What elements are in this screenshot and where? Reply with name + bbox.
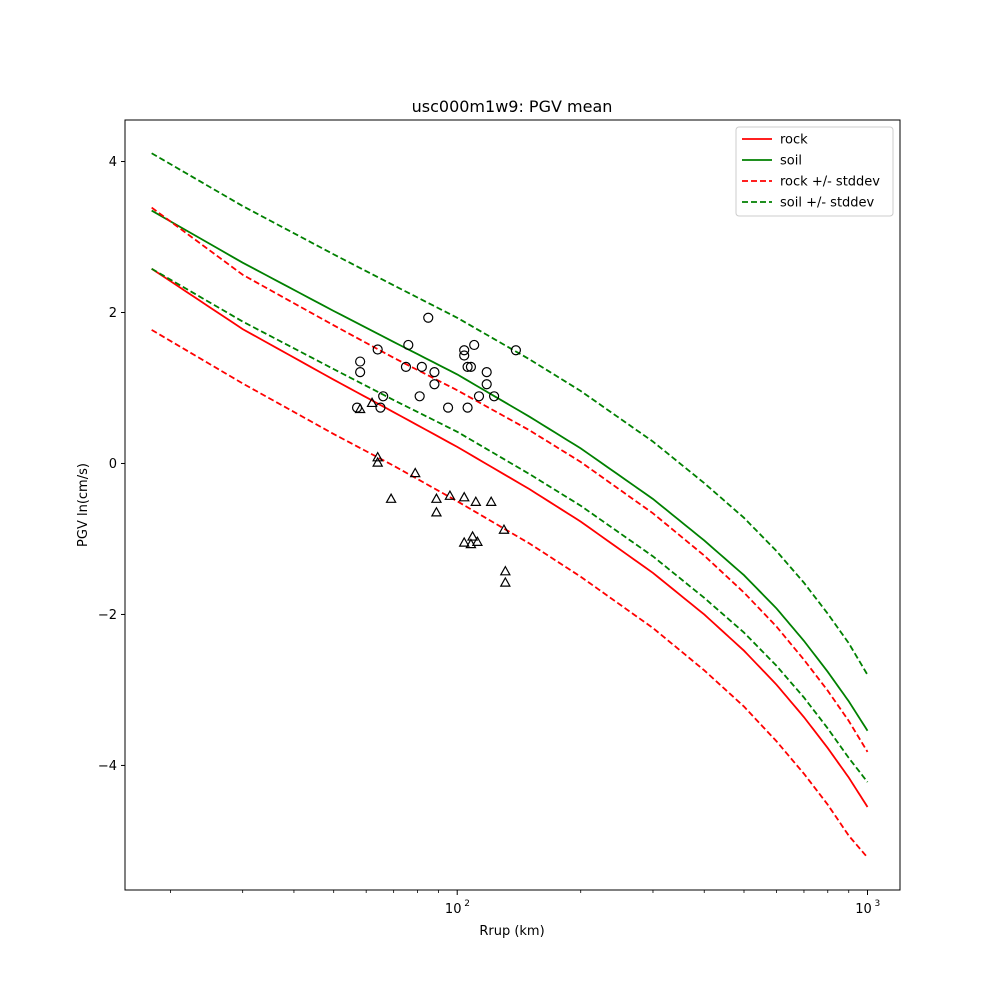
circle-marker	[481, 367, 492, 378]
y-tick-label: −2	[98, 608, 117, 623]
circle-marker	[429, 379, 440, 390]
circle-marker	[473, 391, 485, 402]
triangle-marker	[471, 535, 483, 546]
circle-marker	[481, 379, 492, 390]
triangle-marker	[372, 456, 384, 467]
triangle-marker	[430, 506, 443, 517]
triangle-marker	[444, 489, 456, 500]
x-tick-exponent: 3	[875, 899, 881, 909]
legend: rock soil rock +/- stddev soil +/- stddev	[735, 126, 894, 217]
circle-marker	[469, 339, 480, 351]
circle-marker	[403, 339, 414, 351]
y-tick-label: 0	[109, 457, 117, 472]
series-line-rock-stddev-2	[151, 206, 869, 753]
series-line-soil-stddev-4	[151, 152, 869, 676]
circle-marker	[414, 391, 425, 402]
y-tick-label: 2	[109, 306, 117, 321]
circle-marker	[416, 361, 427, 372]
x-axis-label: Rrup (km)	[479, 924, 544, 939]
circle-marker	[429, 367, 440, 378]
triangle-marker	[498, 523, 510, 534]
legend-label-rock-stddev: rock +/- stddev	[780, 175, 880, 190]
series-line-soil-stddev-5	[151, 267, 869, 783]
axis-ticks: 420−2−410 2 10 3	[98, 155, 880, 917]
circle-marker	[459, 350, 470, 361]
circle-marker	[423, 312, 434, 323]
x-tick-exponent: 2	[464, 899, 470, 909]
circle-marker	[372, 344, 383, 355]
triangle-marker	[499, 565, 511, 576]
circle-marker	[462, 402, 473, 413]
y-tick-label: −4	[98, 759, 117, 774]
circle-marker	[355, 367, 366, 378]
triangle-marker	[470, 495, 482, 506]
triangle-marker	[409, 467, 421, 478]
triangle-marker	[372, 451, 384, 462]
legend-box	[735, 126, 894, 217]
legend-label-soil-stddev: soil +/- stddev	[780, 196, 875, 211]
circle-marker	[510, 345, 521, 356]
y-tick-label: 4	[109, 155, 117, 170]
plot-area	[151, 152, 869, 859]
triangle-marker	[366, 397, 378, 408]
triangle-marker	[385, 492, 397, 503]
circle-marker	[459, 345, 470, 356]
legend-label-soil: soil	[780, 154, 802, 169]
circle-marker	[462, 361, 473, 372]
circle-marker	[378, 391, 389, 402]
series-line-rock-stddev-3	[151, 329, 869, 859]
circle-marker	[465, 361, 477, 372]
axes-frame	[124, 119, 901, 891]
triangle-marker	[430, 492, 443, 503]
triangle-marker	[458, 536, 470, 547]
triangle-marker	[466, 530, 479, 541]
x-tick-label: 10	[855, 902, 872, 917]
y-axis-label: PGV ln(cm/s)	[76, 463, 91, 547]
circle-marker	[355, 356, 366, 367]
circle-marker	[489, 391, 500, 402]
triangle-marker	[499, 576, 511, 587]
series-line-soil-1	[151, 209, 869, 732]
chart-title: usc000m1w9: PGV mean	[412, 97, 613, 116]
triangle-marker	[485, 495, 497, 506]
legend-label-rock: rock	[780, 133, 808, 148]
series-line-rock-0	[151, 267, 869, 808]
x-tick-label: 10	[445, 902, 462, 917]
triangle-marker	[354, 403, 366, 414]
circle-marker	[375, 402, 386, 413]
circle-marker	[400, 361, 412, 372]
triangle-marker	[458, 491, 470, 502]
circle-marker	[442, 402, 454, 413]
